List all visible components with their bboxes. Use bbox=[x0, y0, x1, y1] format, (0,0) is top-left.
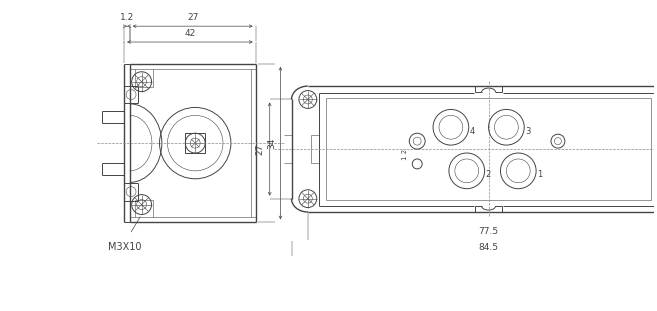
Text: 1 2: 1 2 bbox=[402, 148, 408, 160]
Text: M3X10: M3X10 bbox=[108, 242, 141, 252]
Text: 4: 4 bbox=[470, 127, 475, 136]
Bar bbox=[185, 133, 205, 153]
Text: 84.5: 84.5 bbox=[478, 243, 499, 252]
Text: 1.2: 1.2 bbox=[120, 13, 134, 22]
Text: 3: 3 bbox=[525, 127, 531, 136]
Text: 2: 2 bbox=[486, 170, 491, 179]
Text: 27: 27 bbox=[256, 143, 265, 155]
Text: 77.5: 77.5 bbox=[478, 227, 499, 236]
Text: 42: 42 bbox=[184, 29, 196, 38]
Text: 1: 1 bbox=[537, 170, 543, 179]
Text: 34: 34 bbox=[267, 137, 277, 149]
Text: 27: 27 bbox=[187, 13, 198, 22]
